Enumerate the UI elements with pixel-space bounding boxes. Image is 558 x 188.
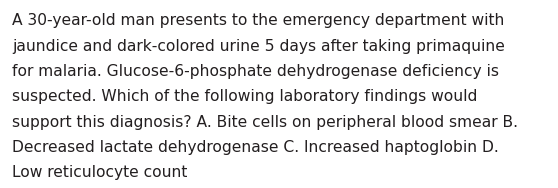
Text: Decreased lactate dehydrogenase C. Increased haptoglobin D.: Decreased lactate dehydrogenase C. Incre…	[12, 140, 499, 155]
Text: support this diagnosis? A. Bite cells on peripheral blood smear B.: support this diagnosis? A. Bite cells on…	[12, 115, 518, 130]
Text: Low reticulocyte count: Low reticulocyte count	[12, 165, 187, 180]
Text: A 30-year-old man presents to the emergency department with: A 30-year-old man presents to the emerge…	[12, 13, 504, 28]
Text: for malaria. Glucose-6-phosphate dehydrogenase deficiency is: for malaria. Glucose-6-phosphate dehydro…	[12, 64, 499, 79]
Text: suspected. Which of the following laboratory findings would: suspected. Which of the following labora…	[12, 89, 478, 104]
Text: jaundice and dark-colored urine 5 days after taking primaquine: jaundice and dark-colored urine 5 days a…	[12, 39, 505, 54]
